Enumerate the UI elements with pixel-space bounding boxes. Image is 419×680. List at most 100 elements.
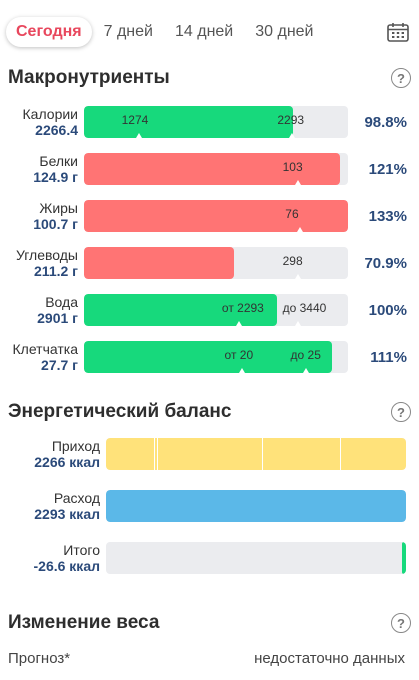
- macro-label: Жиры 100.7 г: [0, 200, 78, 232]
- macro-name: Клетчатка: [12, 341, 78, 357]
- energy-header: Энергетический баланс ?: [8, 399, 411, 425]
- energy-name: Расход: [53, 490, 100, 506]
- macro-bar-track: 76: [84, 200, 348, 232]
- macro-target-tick: [297, 227, 304, 232]
- macro-label: Калории 2266.4: [0, 106, 78, 138]
- macro-name: Углеводы: [15, 247, 78, 263]
- tab-14-days[interactable]: 14 дней: [174, 23, 234, 40]
- tab-30-days[interactable]: 30 дней: [255, 23, 314, 40]
- energy-bar-track: [106, 438, 406, 470]
- help-icon[interactable]: ?: [391, 68, 411, 88]
- macro-percent: 70.9%: [364, 255, 407, 272]
- energy-value: 2266 ккал: [34, 454, 100, 470]
- energy-name: Итого: [63, 542, 100, 558]
- macro-value: 124.9 г: [33, 169, 78, 185]
- macro-target-tick: [294, 274, 301, 279]
- macro-row: Углеводы 211.2 г 298 70.9%: [0, 247, 419, 283]
- macro-row: Клетчатка 27.7 г от 20 до 25 111%: [0, 341, 419, 377]
- energy-segment-divider: [157, 438, 158, 470]
- forecast-row: Прогноз* недостаточно данных: [8, 650, 405, 667]
- macro-target-label: до 25: [290, 348, 321, 362]
- macro-percent: 100%: [368, 302, 407, 319]
- forecast-label: Прогноз*: [8, 650, 71, 667]
- macro-target-tick: [135, 133, 142, 138]
- macro-label: Клетчатка 27.7 г: [0, 341, 78, 373]
- macro-target-tick: [289, 133, 296, 138]
- macro-bar-fill: [84, 247, 235, 279]
- macros-header: Макронутриенты ?: [8, 65, 411, 91]
- macro-label: Белки 124.9 г: [0, 153, 78, 185]
- energy-row: Итого -26.6 ккал: [0, 542, 419, 576]
- tab-today[interactable]: Сегодня: [6, 17, 92, 47]
- calendar-icon[interactable]: [387, 22, 409, 42]
- help-icon[interactable]: ?: [391, 402, 411, 422]
- energy-name: Приход: [51, 438, 100, 454]
- macro-target-label: 76: [285, 207, 299, 221]
- period-tabs: Сегодня 7 дней 14 дней 30 дней: [6, 16, 413, 48]
- macro-value: 27.7 г: [41, 357, 78, 373]
- macro-row: Жиры 100.7 г 76 133%: [0, 200, 419, 236]
- macro-row: Белки 124.9 г 103 121%: [0, 153, 419, 189]
- energy-label: Итого -26.6 ккал: [0, 542, 101, 574]
- energy-value: 2293 ккал: [34, 506, 100, 522]
- macro-target-label: от 20: [224, 348, 254, 362]
- macro-target-label: до 3440: [282, 301, 327, 315]
- macro-name: Жиры: [39, 200, 78, 216]
- macro-bar-track: 1274 2293: [84, 106, 348, 138]
- macro-bar-track: 103: [84, 153, 348, 185]
- tab-7-days[interactable]: 7 дней: [103, 23, 153, 40]
- help-icon[interactable]: ?: [391, 613, 411, 633]
- energy-bar-fill: [402, 542, 406, 574]
- macro-target-label: 103: [282, 160, 303, 174]
- macro-percent: 121%: [368, 161, 407, 178]
- macro-target-tick: [294, 180, 301, 185]
- energy-segment-divider: [340, 438, 341, 470]
- forecast-value: недостаточно данных: [254, 650, 405, 667]
- energy-row: Расход 2293 ккал: [0, 490, 419, 524]
- section-title: Изменение веса: [8, 612, 160, 633]
- macro-target-tick: [294, 321, 301, 326]
- macro-target-label: 1274: [121, 113, 149, 127]
- energy-bar-track: [106, 542, 406, 574]
- energy-segment-divider: [262, 438, 263, 470]
- macro-bar-track: от 20 до 25: [84, 341, 348, 373]
- macro-percent: 111%: [370, 349, 407, 366]
- macro-name: Калории: [22, 106, 78, 122]
- energy-bar-fill: [106, 438, 406, 470]
- macro-target-tick: [235, 321, 242, 326]
- macro-target-tick: [238, 368, 245, 373]
- macro-value: 100.7 г: [33, 216, 78, 232]
- macro-bar-fill: [84, 153, 341, 185]
- energy-label: Расход 2293 ккал: [0, 490, 100, 522]
- macro-value: 2266.4: [35, 122, 78, 138]
- macro-percent: 133%: [368, 208, 407, 225]
- macro-label: Вода 2901 г: [0, 294, 78, 326]
- macro-target-label: 2293: [277, 113, 305, 127]
- energy-value: -26.6 ккал: [33, 558, 101, 574]
- macro-bar-fill: [84, 341, 333, 373]
- macro-value: 2901 г: [37, 310, 78, 326]
- section-title: Макронутриенты: [8, 67, 170, 88]
- macro-bar-track: от 2293 до 3440: [84, 294, 348, 326]
- macro-target-label: от 2293: [221, 301, 264, 315]
- macro-value: 211.2 г: [34, 263, 78, 279]
- macro-target-tick: [302, 368, 309, 373]
- macro-bar-fill: [84, 200, 348, 232]
- macro-bar-track: 298: [84, 247, 348, 279]
- weight-header: Изменение веса ?: [8, 610, 411, 636]
- macro-name: Белки: [39, 153, 78, 169]
- macro-row: Вода 2901 г от 2293 до 3440 100%: [0, 294, 419, 330]
- section-title: Энергетический баланс: [8, 401, 232, 422]
- energy-segment-divider: [154, 438, 155, 470]
- macro-bar-fill: [84, 294, 277, 326]
- macro-label: Углеводы 211.2 г: [0, 247, 78, 279]
- macro-target-label: 298: [282, 254, 303, 268]
- energy-label: Приход 2266 ккал: [0, 438, 100, 470]
- macro-row: Калории 2266.4 1274 2293 98.8%: [0, 106, 419, 142]
- energy-bar-track: [106, 490, 406, 522]
- energy-bar-fill: [106, 490, 406, 522]
- macro-bar-fill: [84, 106, 293, 138]
- macro-name: Вода: [45, 294, 78, 310]
- energy-row: Приход 2266 ккал: [0, 438, 419, 472]
- macro-percent: 98.8%: [364, 114, 407, 131]
